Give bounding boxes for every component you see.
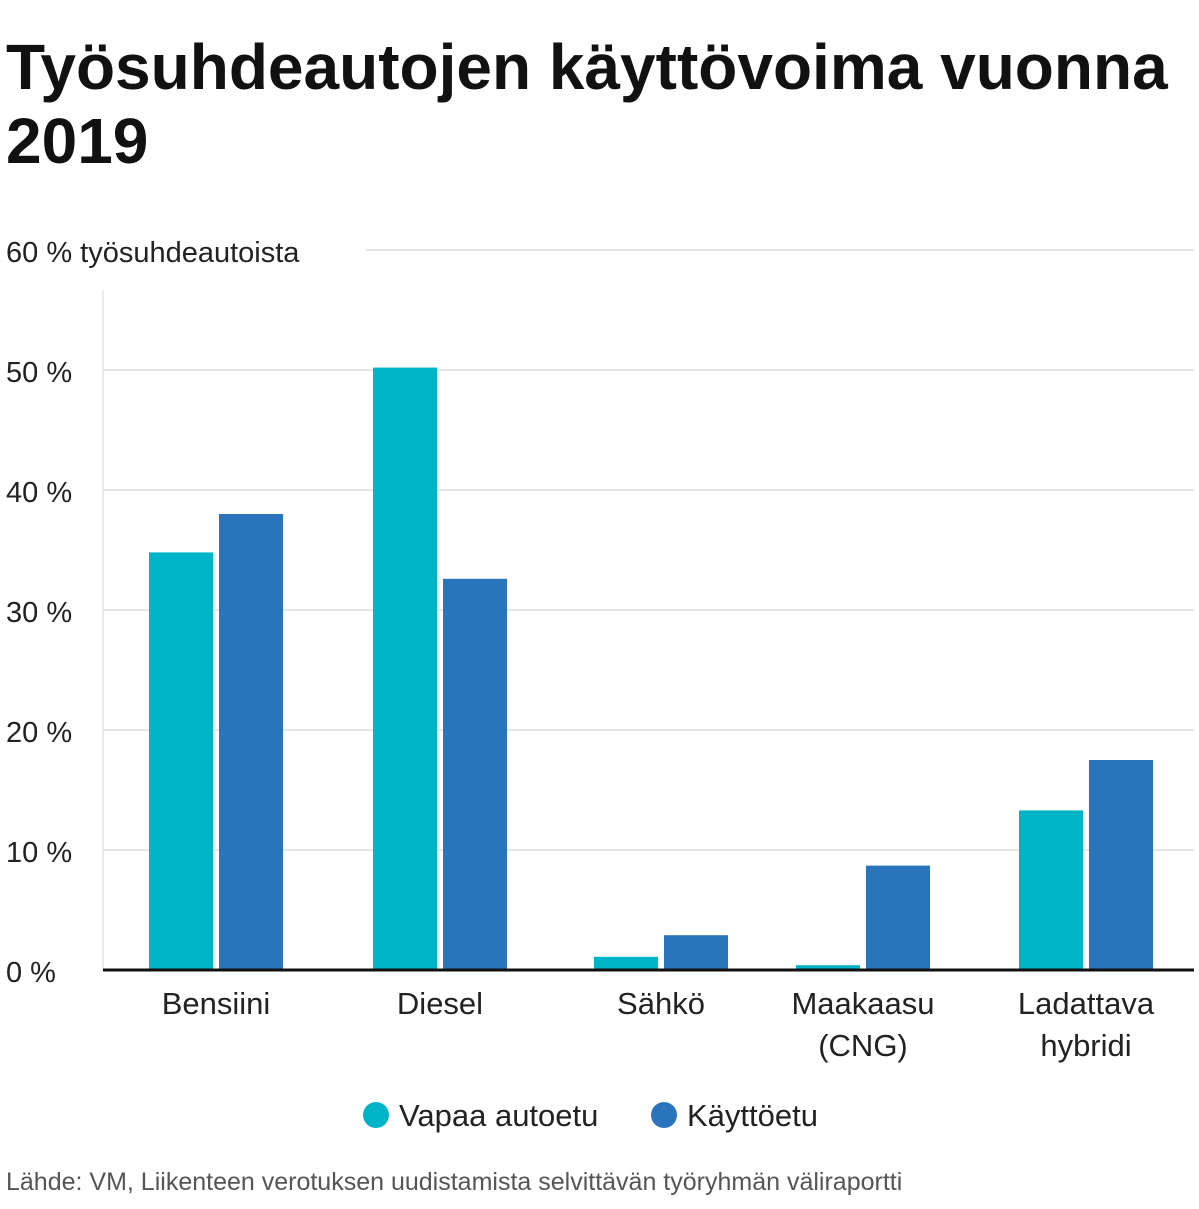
source-note: Lähde: VM, Liikenteen verotuksen uudista… bbox=[6, 1168, 903, 1196]
x-tick-label: Maakaasu bbox=[791, 986, 934, 1021]
legend: Vapaa autoetu Käyttöetu bbox=[363, 1098, 818, 1133]
legend-label: Vapaa autoetu bbox=[399, 1098, 598, 1133]
bar-kayttoetu bbox=[664, 935, 728, 970]
gridlines bbox=[102, 249, 1194, 970]
bar-vapaa-autoetu bbox=[149, 552, 213, 970]
bar-vapaa-autoetu bbox=[373, 367, 437, 971]
bar-vapaa-autoetu bbox=[1019, 810, 1083, 970]
y-tick-label: 10 % bbox=[6, 837, 72, 869]
legend-item: Vapaa autoetu bbox=[363, 1098, 598, 1133]
x-tick-label: Ladattava bbox=[1018, 986, 1155, 1021]
y-tick-label: 60 % työsuhdeautoista bbox=[6, 237, 300, 269]
x-tick-label: Diesel bbox=[397, 986, 483, 1021]
x-axis-category-labels: Bensiini Diesel Sähkö Maakaasu (CNG) Ladattav… bbox=[162, 986, 1155, 1063]
legend-label: Käyttöetu bbox=[687, 1098, 818, 1133]
x-tick-label: hybridi bbox=[1040, 1028, 1131, 1063]
x-tick-label: Sähkö bbox=[617, 986, 705, 1021]
y-tick-label: 30 % bbox=[6, 597, 72, 629]
y-tick-label: 40 % bbox=[6, 477, 72, 509]
chart-title: Työsuhdeautojen käyttövoima vuonna 2019 bbox=[6, 31, 1168, 177]
bar-vapaa-autoetu bbox=[594, 956, 658, 970]
bar-kayttoetu bbox=[443, 578, 507, 970]
x-tick-label: (CNG) bbox=[818, 1028, 908, 1063]
y-axis-tick-labels: 0 % 10 % 20 % 30 % 40 % 50 % 60 % työsuhdeauto… bbox=[6, 237, 300, 989]
bar-kayttoetu bbox=[866, 865, 930, 970]
y-tick-label: 0 % bbox=[6, 957, 56, 989]
x-tick-label: Bensiini bbox=[162, 986, 271, 1021]
bars bbox=[149, 367, 1153, 971]
legend-swatch bbox=[651, 1102, 677, 1128]
legend-swatch bbox=[363, 1102, 389, 1128]
bar-vapaa-autoetu bbox=[796, 965, 860, 970]
y-tick-label: 20 % bbox=[6, 717, 72, 749]
y-tick-label: 50 % bbox=[6, 357, 72, 389]
bar-kayttoetu bbox=[219, 514, 283, 970]
bar-kayttoetu bbox=[1089, 760, 1153, 970]
legend-item: Käyttöetu bbox=[651, 1098, 818, 1133]
